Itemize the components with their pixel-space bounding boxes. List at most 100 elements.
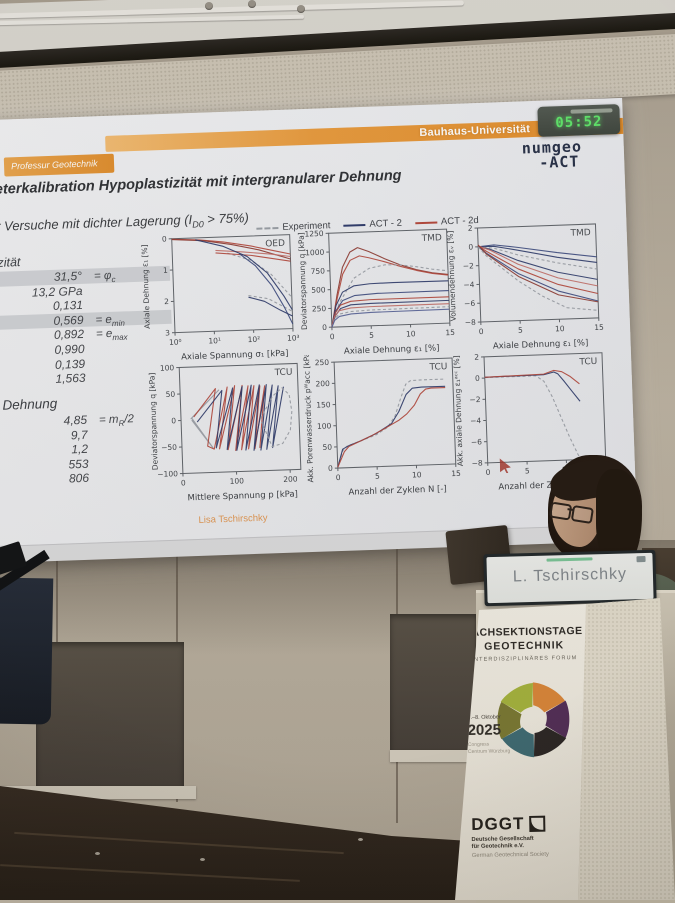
param-section-header-1: zität	[0, 255, 21, 270]
speaker-timer: 05:52	[537, 104, 620, 137]
svg-text:−8: −8	[472, 459, 484, 468]
svg-text:Akk. axiale Dehnung ε₁ᵃᶜᶜ [%]: Akk. axiale Dehnung ε₁ᵃᶜᶜ [%]	[452, 355, 465, 466]
svg-text:Deviatorspannung q [kPa]: Deviatorspannung q [kPa]	[147, 372, 159, 470]
svg-text:−2: −2	[463, 261, 475, 270]
dggt-logo-icon	[529, 816, 545, 832]
svg-text:Axiale Dehnung ε₁ [%]: Axiale Dehnung ε₁ [%]	[140, 244, 152, 329]
svg-text:750: 750	[310, 266, 325, 276]
svg-text:150: 150	[316, 400, 331, 410]
svg-text:Anzahl der Zyklen N [-]: Anzahl der Zyklen N [-]	[348, 484, 447, 497]
nameplate-display: L. Tschirschky	[483, 550, 656, 606]
svg-text:0: 0	[328, 464, 333, 473]
svg-text:0: 0	[475, 374, 480, 383]
svg-text:50: 50	[322, 443, 332, 452]
totem-content: FACHSEKTIONSTAGE GEOTECHNIK INTERDISZIPL…	[463, 601, 588, 901]
totem-side-panel	[575, 596, 675, 900]
totem-date: 7.–8. Oktober	[467, 714, 500, 721]
nameplate-text: L. Tschirschky	[487, 565, 653, 587]
totem-title-line1: FACHSEKTIONSTAGE	[464, 625, 584, 639]
svg-text:2: 2	[474, 353, 479, 362]
svg-text:0: 0	[330, 332, 335, 341]
numgeo-logo-line2: -ACT	[539, 154, 583, 170]
svg-text:OED: OED	[265, 239, 285, 250]
dggt-subtitle-en: German Geotechnical Society	[472, 852, 549, 860]
department-tab: Professur Geotechnik	[4, 154, 115, 177]
svg-text:10⁰: 10⁰	[169, 337, 182, 346]
dggt-wordmark: DGGT	[471, 814, 524, 835]
svg-text:5: 5	[375, 472, 380, 481]
svg-text:10: 10	[406, 329, 416, 338]
param-section-header-2: Dehnung	[2, 396, 57, 413]
svg-text:Mittlere Spannung p [kPa]: Mittlere Spannung p [kPa]	[187, 489, 298, 503]
timer-digits: 05:52	[538, 113, 621, 132]
svg-text:−2: −2	[469, 395, 481, 404]
svg-text:−6: −6	[471, 437, 483, 446]
slide-author: Lisa Tschirschky	[198, 513, 267, 526]
svg-text:−100: −100	[157, 469, 178, 479]
svg-text:TMD: TMD	[420, 233, 442, 244]
glasses-lens	[549, 502, 572, 521]
wall-recess-middle	[390, 614, 478, 752]
totem-year: 2025	[467, 721, 501, 739]
svg-text:0: 0	[479, 327, 484, 336]
numgeo-act-logo: numgeo -ACT	[522, 139, 583, 171]
ceiling-fixture	[205, 2, 213, 10]
svg-text:−8: −8	[465, 318, 477, 327]
floor-seam	[0, 864, 300, 882]
svg-text:0: 0	[336, 473, 341, 482]
svg-text:0: 0	[468, 243, 473, 252]
glasses-lens	[571, 505, 594, 524]
svg-text:Volumendehnung εᵥ [%]: Volumendehnung εᵥ [%]	[446, 230, 458, 321]
floor-reflection	[95, 852, 100, 855]
svg-text:1000: 1000	[305, 248, 325, 258]
totem-venue: Congress Centrum Würzburg	[468, 741, 510, 755]
svg-text:Akk. Porenwasserdruck pᵂacc [k: Akk. Porenwasserdruck pᵂacc [kPa]	[302, 350, 316, 483]
svg-text:0: 0	[322, 323, 327, 332]
svg-text:15: 15	[594, 323, 604, 332]
svg-text:200: 200	[283, 474, 298, 484]
draped-table	[0, 578, 53, 725]
svg-text:−6: −6	[464, 299, 476, 308]
totem-subtitle: INTERDISZIPLINÄRES FORUM	[464, 655, 584, 663]
svg-text:10: 10	[412, 470, 422, 479]
svg-text:2: 2	[164, 297, 169, 306]
svg-text:0: 0	[486, 468, 491, 477]
svg-text:10¹: 10¹	[208, 336, 221, 345]
floor-reflection	[200, 858, 205, 861]
dggt-subtitle-de-2: für Geotechnik e.V.	[472, 843, 524, 851]
svg-text:−4: −4	[470, 416, 482, 425]
wall-recess-left	[36, 642, 184, 788]
nameplate-corner-icon	[636, 556, 645, 562]
floor-seam	[14, 832, 344, 854]
svg-text:250: 250	[312, 304, 327, 314]
svg-text:Deviatorspannung q [kPa]: Deviatorspannung q [kPa]	[297, 232, 309, 330]
svg-text:100: 100	[230, 476, 245, 486]
svg-text:5: 5	[369, 331, 374, 340]
svg-text:0: 0	[162, 234, 167, 243]
svg-text:2: 2	[468, 224, 473, 233]
svg-text:100: 100	[160, 363, 175, 373]
svg-text:TCU: TCU	[428, 362, 447, 373]
svg-text:500: 500	[311, 285, 326, 295]
svg-text:0: 0	[181, 478, 186, 487]
svg-text:1: 1	[163, 266, 168, 275]
svg-text:−50: −50	[161, 443, 177, 453]
svg-text:200: 200	[315, 379, 330, 389]
nameplate-status-strip	[546, 557, 592, 561]
svg-text:50: 50	[165, 390, 175, 399]
ceiling-fixture	[248, 0, 256, 8]
ceiling-fixture	[297, 5, 305, 13]
svg-text:100: 100	[317, 421, 332, 431]
svg-text:TMD: TMD	[569, 228, 591, 239]
svg-text:10: 10	[555, 324, 565, 333]
svg-text:10²: 10²	[248, 335, 261, 344]
svg-text:TCU: TCU	[578, 357, 597, 368]
svg-text:5: 5	[518, 326, 523, 335]
svg-text:0: 0	[171, 416, 176, 425]
totem-title-line2: GEOTECHNIK	[464, 639, 584, 653]
svg-text:1250: 1250	[304, 229, 324, 239]
